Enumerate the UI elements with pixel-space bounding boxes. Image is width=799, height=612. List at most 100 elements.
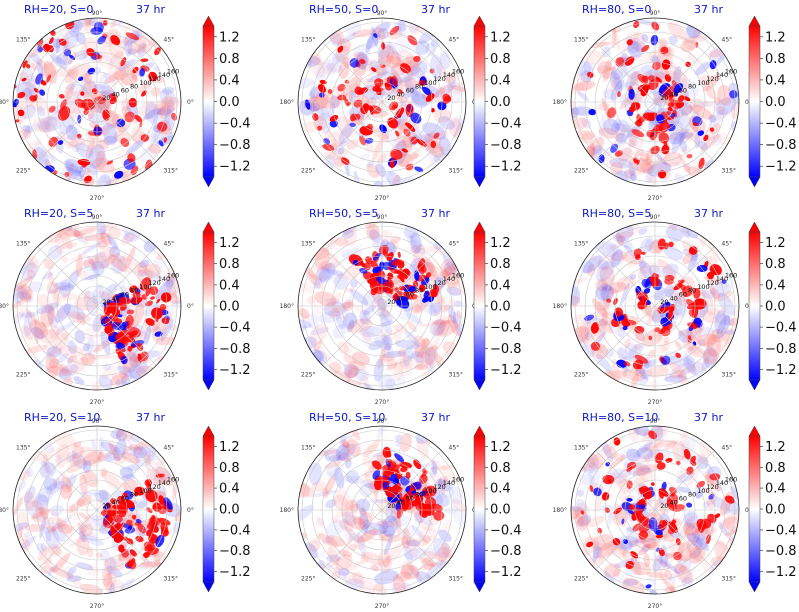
grid-spoke [96,246,157,307]
azimuth-label: 315° [164,372,178,379]
updraft-cell [413,459,422,470]
field-cell [422,535,432,544]
updraft-cell [397,251,401,258]
field-cell [324,475,336,495]
panel-time-label: 37 hr [136,411,165,424]
colorbar-tick-label: 1.2 [490,236,511,251]
field-cell [611,452,626,462]
radial-tick-label: 100 [424,79,436,87]
azimuth-label: 180° [280,303,294,310]
downdraft-cell [372,469,381,480]
field-cell [97,138,110,150]
field-cell [378,531,385,541]
field-cell [387,40,401,61]
field-cell [79,446,101,467]
field-cell [74,330,85,344]
field-cell [118,59,136,71]
colorbar-extend-min [473,379,486,391]
field-cell [84,232,110,241]
field-cell [74,296,99,311]
field-cell [694,360,704,373]
field-cell [647,349,656,359]
field-cell [76,18,91,32]
updraft-cell [46,74,52,83]
field-cell [136,270,147,277]
field-cell [640,158,656,175]
field-cell [298,77,315,89]
field-cell [682,252,694,265]
field-cell [360,580,376,594]
azimuth-label: 270° [375,603,389,610]
field-cell [719,512,739,530]
updraft-cell [346,102,352,107]
updraft-cell [675,100,685,109]
downdraft-cell [588,108,597,116]
field-cell [669,573,677,584]
field-cell [104,69,127,84]
field-cell [57,523,73,534]
updraft-cell [145,318,156,326]
downdraft-cell [650,34,659,46]
field-cell [302,121,318,133]
colorbar-extend-max [202,15,215,27]
field-cell [340,32,356,44]
colorbar-tick-label: 1.2 [219,30,240,45]
colorbar-tick-label: 0.4 [765,73,786,88]
radial-tick-label: 140 [443,275,455,283]
updraft-cell [689,455,697,465]
field-cell [123,35,133,57]
field-cell [679,553,697,562]
grid-spoke [96,305,157,366]
grid-spoke [37,509,98,570]
updraft-cell [80,91,85,96]
azimuth-label: 270° [90,603,104,610]
updraft-cell [430,108,435,113]
field-cell [344,458,352,469]
updraft-cell [126,538,134,545]
colorbar-tick-label: −0.4 [219,117,251,132]
field-cell [81,240,104,255]
field-cell [23,485,36,503]
grid-spoke [595,509,656,570]
field-cell [395,143,421,151]
updraft-cell [380,476,388,483]
updraft-cell [623,361,631,367]
updraft-cell [125,32,139,41]
colorbar-tick-label: 0.4 [765,278,786,293]
azimuth-label: 225° [16,168,30,175]
radial-tick-label: 120 [148,75,160,83]
updraft-cell [681,285,694,298]
field-cell [684,346,694,357]
grid-spoke [322,450,383,511]
field-cell [425,345,438,356]
updraft-cell [374,87,384,92]
field-cell [435,495,444,505]
field-cell [106,579,125,594]
field-cell [661,263,679,278]
field-cell [341,439,350,449]
field-cell [18,90,39,110]
field-cell [435,319,458,337]
field-cell [115,429,128,442]
field-cell [684,100,692,108]
colorbar-gradient [202,25,215,178]
field-cell [111,76,130,87]
field-cell [81,534,104,546]
updraft-cell [632,359,644,370]
updraft-cell [664,242,669,250]
field-cell [150,87,161,97]
field-cell [634,537,655,544]
panel-title: RH=80, S=0 [582,3,651,16]
downdraft-cell [643,288,651,294]
panel: 204060801001201401600°45°90°135°180°225°… [0,3,194,202]
azimuth-label: 270° [648,195,662,202]
azimuth-label: 135° [16,37,30,44]
field-cell [341,243,363,259]
updraft-cell [133,297,143,304]
updraft-cell [103,305,111,317]
updraft-cell [124,111,136,123]
field-cell [577,102,587,116]
field-cell [591,534,614,551]
